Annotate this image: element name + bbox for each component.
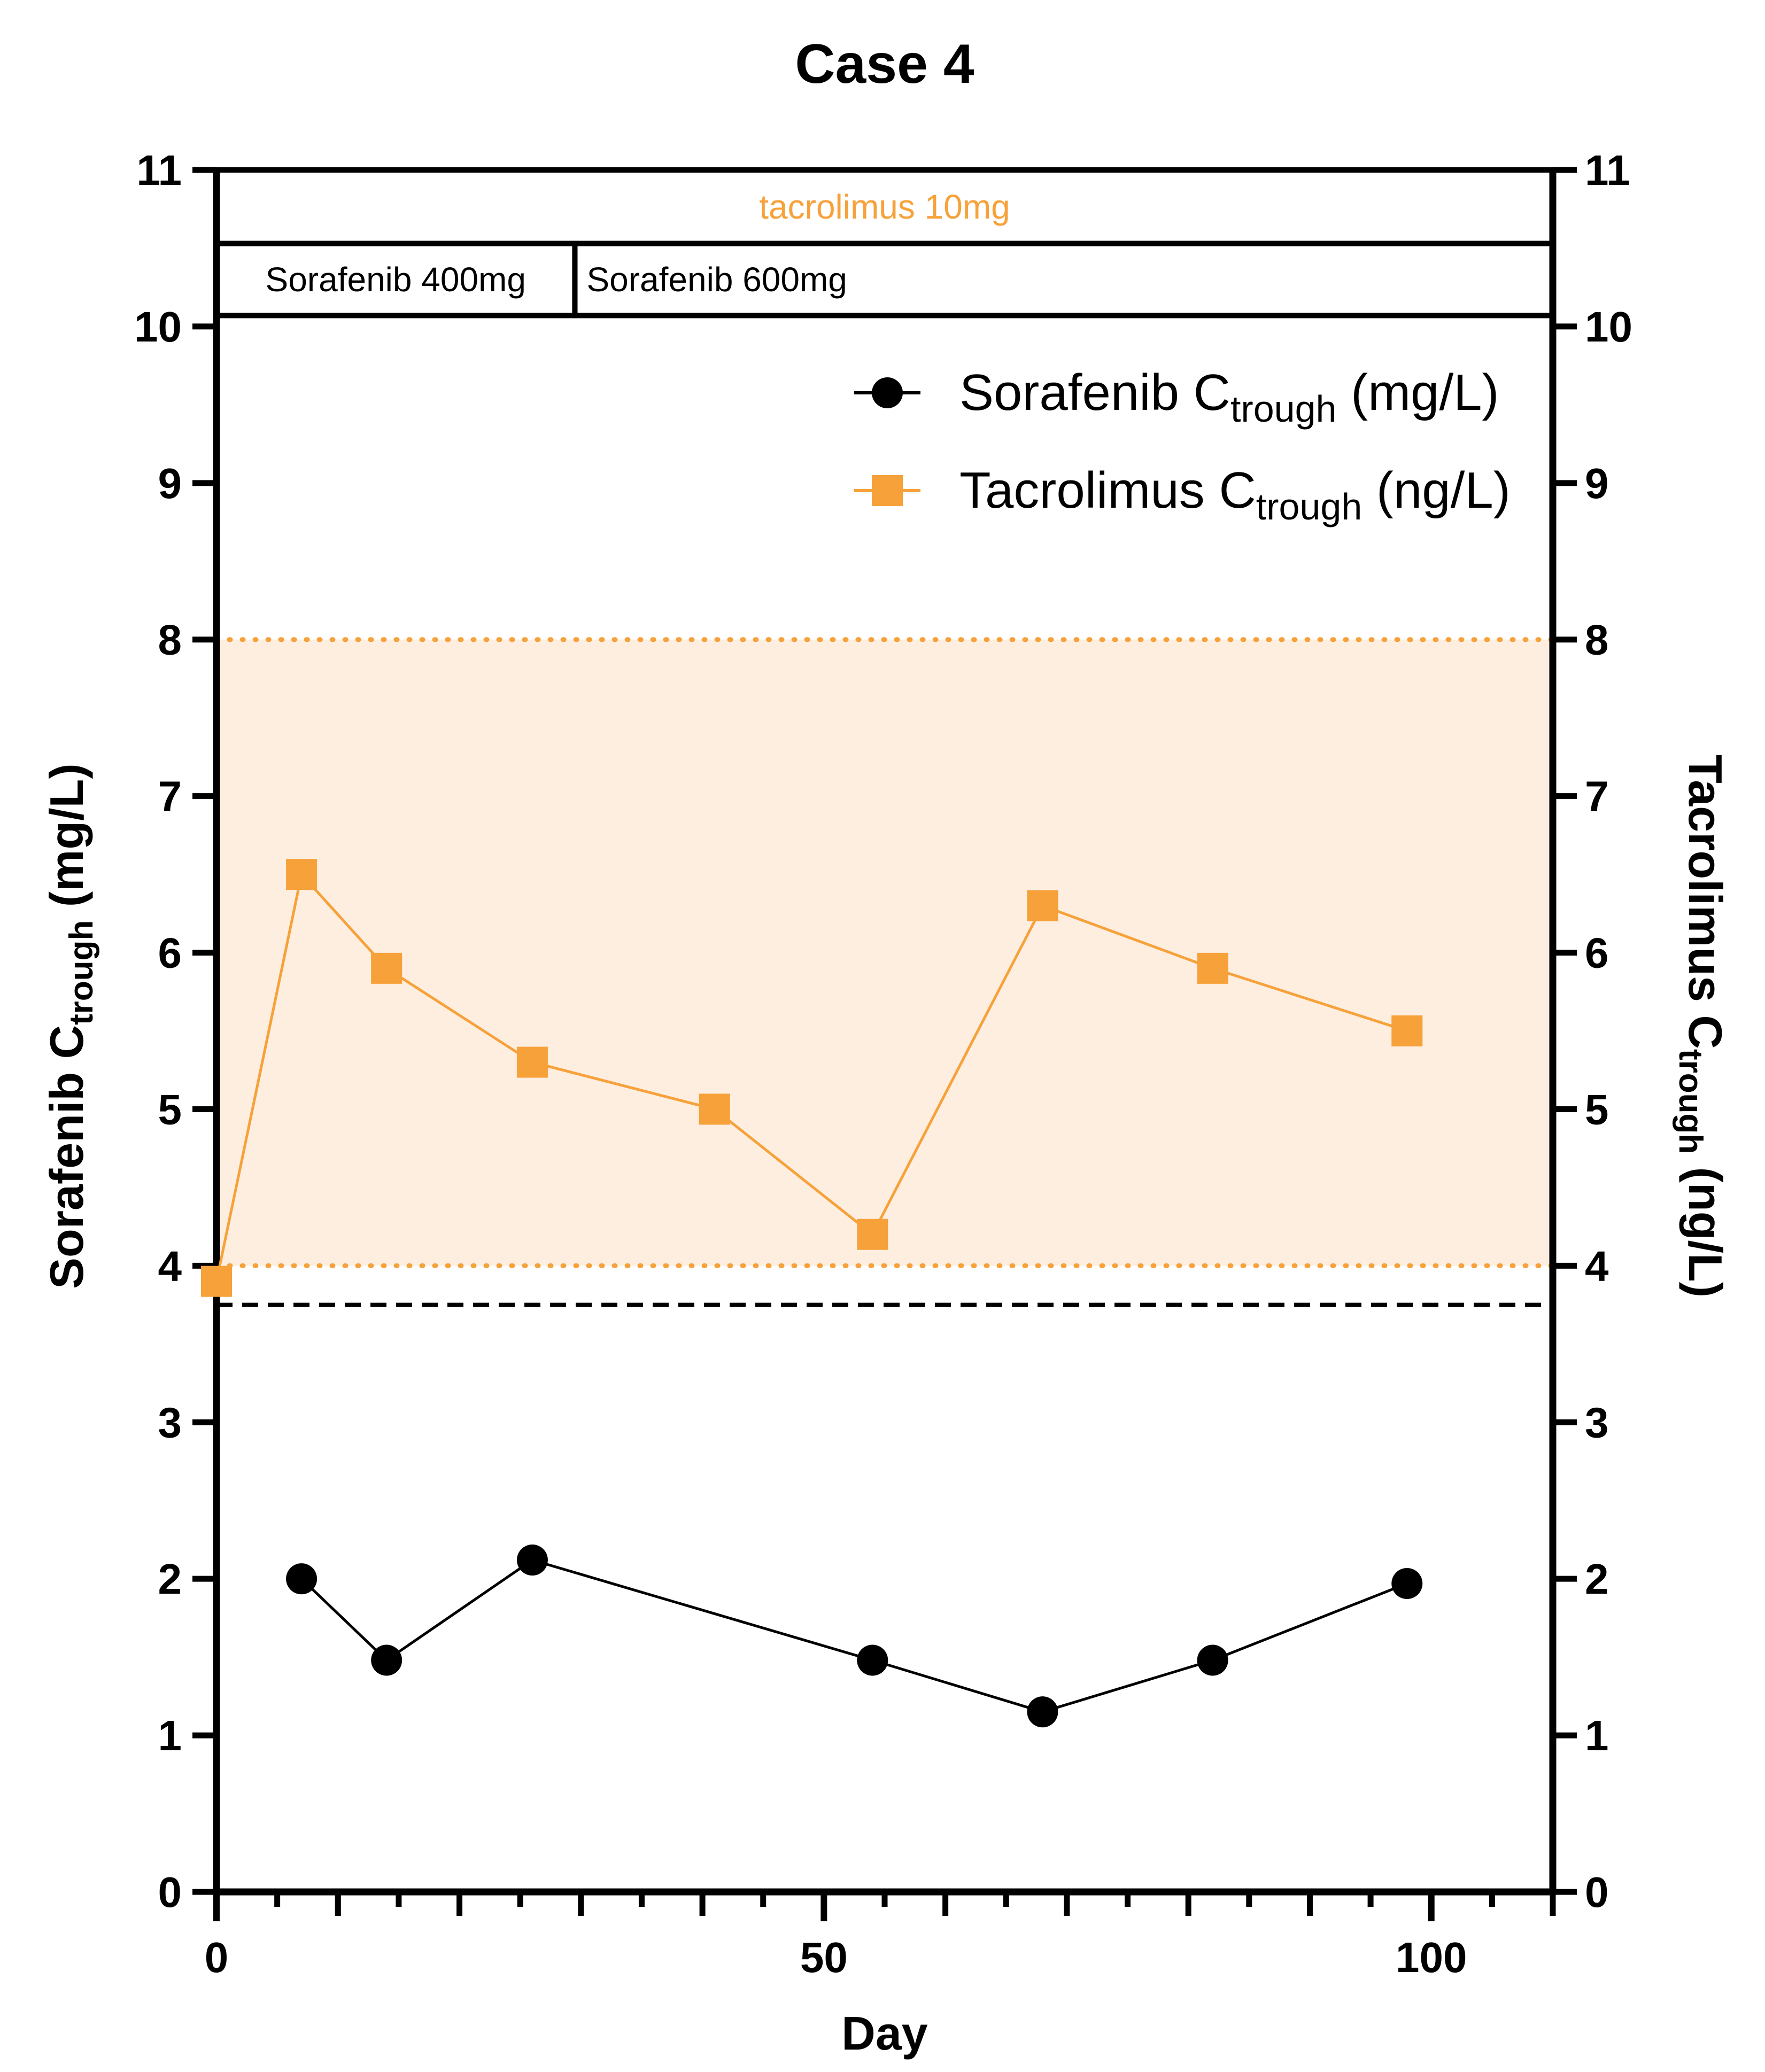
left-y-axis-title-unit: (mg/L) — [40, 763, 93, 920]
right-y-tick-label: 0 — [1585, 1868, 1609, 1916]
sorafenib-point — [516, 1545, 548, 1576]
left-y-tick-label: 6 — [158, 929, 182, 977]
right-y-tick-label: 1 — [1585, 1712, 1609, 1759]
sorafenib-dose-label: Sorafenib 600mg — [586, 260, 847, 299]
left-y-tick-label: 11 — [136, 146, 182, 194]
right-y-tick-label: 11 — [1585, 146, 1630, 194]
left-y-axis-title-main: Sorafenib C — [40, 1025, 93, 1289]
right-y-axis-title-unit: (ng/L) — [1679, 1154, 1732, 1298]
sorafenib-point — [857, 1644, 888, 1676]
legend-label-unit: (mg/L) — [1336, 364, 1499, 421]
sorafenib-point — [286, 1563, 318, 1595]
right-y-tick-label: 10 — [1585, 303, 1632, 351]
legend-label-sub: trough — [1256, 486, 1362, 527]
legend-sorafenib-marker — [872, 377, 903, 408]
target-range-fill — [216, 639, 1553, 1266]
left-y-axis-title: Sorafenib Ctrough (mg/L) — [40, 763, 100, 1289]
right-y-tick-label: 7 — [1585, 773, 1609, 820]
tacrolimus-point — [699, 1093, 730, 1125]
sorafenib-point — [1391, 1567, 1423, 1599]
right-y-tick-label: 2 — [1585, 1555, 1609, 1603]
sorafenib-dose-band — [572, 240, 1555, 319]
tacrolimus-dose-label: tacrolimus 10mg — [759, 188, 1010, 226]
tacrolimus-point — [1197, 952, 1228, 984]
right-y-tick-label: 4 — [1585, 1242, 1609, 1290]
x-tick-label: 100 — [1396, 1934, 1467, 1981]
tacrolimus-point — [857, 1219, 888, 1250]
left-y-tick-label: 1 — [158, 1712, 182, 1759]
right-y-axis-title-main: Tacrolimus C — [1679, 755, 1732, 1049]
tacrolimus-point — [286, 859, 318, 890]
left-y-tick-label: 7 — [158, 773, 182, 820]
tacrolimus-point — [516, 1046, 548, 1078]
legend-label-main: Sorafenib C — [959, 364, 1230, 421]
left-y-tick-label: 0 — [158, 1868, 182, 1916]
left-y-axis-title-sub: trough — [63, 920, 100, 1025]
legend-tacrolimus-marker — [872, 475, 903, 506]
data-series — [201, 859, 1423, 1728]
x-axis-title: Day — [841, 2007, 927, 2060]
left-y-tick-label: 8 — [158, 616, 182, 664]
legend-tacrolimus-label: Tacrolimus Ctrough (ng/L) — [959, 462, 1511, 527]
chart-title: Case 4 — [795, 33, 974, 95]
target-range-band — [214, 637, 1555, 1268]
right-y-axis-title: Tacrolimus Ctrough (ng/L) — [1672, 755, 1732, 1298]
right-y-tick-label: 6 — [1585, 929, 1609, 977]
left-y-tick-label: 5 — [158, 1085, 182, 1133]
dose-bands: tacrolimus 10mg Sorafenib 400mg Sorafenib … — [214, 167, 1555, 319]
left-y-tick-label: 2 — [158, 1555, 182, 1603]
right-y-tick-label: 9 — [1585, 460, 1609, 507]
legend: Sorafenib Ctrough (mg/L)Tacrolimus Ctrou… — [854, 364, 1511, 527]
left-y-tick-label: 4 — [158, 1242, 182, 1290]
sorafenib-point — [1197, 1644, 1228, 1676]
right-y-tick-label: 3 — [1585, 1399, 1609, 1446]
x-tick-label: 50 — [800, 1934, 848, 1981]
left-y-tick-label: 3 — [158, 1399, 182, 1446]
legend-label-sub: trough — [1230, 388, 1336, 430]
legend-label-main: Tacrolimus C — [959, 462, 1256, 519]
sorafenib-dose-label: Sorafenib 400mg — [266, 260, 526, 299]
legend-sorafenib-label: Sorafenib Ctrough (mg/L) — [959, 364, 1499, 430]
right-y-tick-label: 5 — [1585, 1085, 1609, 1133]
tacrolimus-point — [1027, 890, 1058, 921]
legend-label-unit: (ng/L) — [1362, 462, 1510, 519]
x-tick-label: 0 — [205, 1934, 229, 1981]
right-y-tick-label: 8 — [1585, 616, 1609, 664]
tacrolimus-point — [1391, 1015, 1423, 1046]
right-y-axis-title-sub: trough — [1672, 1049, 1709, 1154]
tacrolimus-point — [201, 1266, 232, 1297]
sorafenib-point — [1027, 1696, 1058, 1728]
sorafenib-point — [371, 1644, 402, 1676]
left-y-tick-label: 9 — [158, 460, 182, 507]
sorafenib-line — [300, 1558, 1408, 1713]
tacrolimus-point — [371, 952, 402, 984]
left-y-tick-label: 10 — [134, 303, 182, 351]
